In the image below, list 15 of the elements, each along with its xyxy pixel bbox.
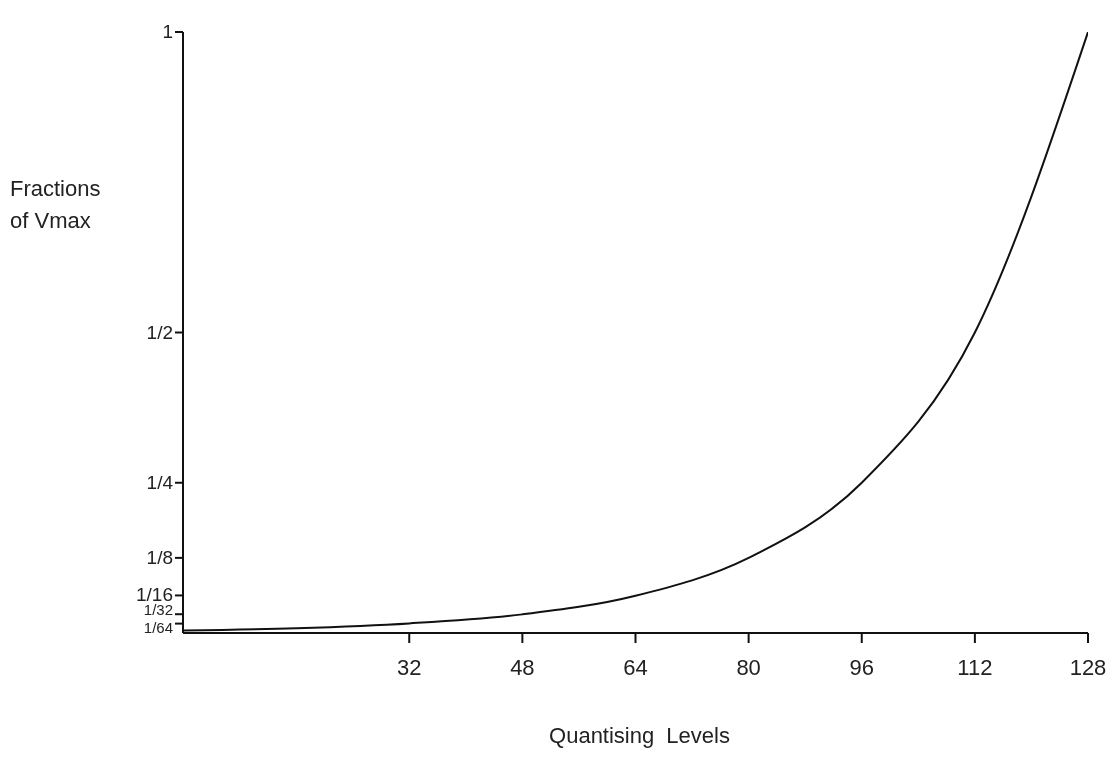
x-axis-title: Quantising Levels <box>548 723 731 749</box>
y-tick-label: 1/4 <box>146 471 174 493</box>
x-tick-label: 128 <box>1069 654 1107 680</box>
y-tick-label: 1/2 <box>146 321 173 343</box>
y-tick-label: 1/32 <box>143 601 173 619</box>
y-axis-title: Fractions of Vmax <box>10 175 102 235</box>
x-tick-label: 112 <box>957 654 993 680</box>
x-tick-label: 96 <box>849 654 874 680</box>
x-tick-label: 32 <box>397 654 422 680</box>
x-tick-label: 64 <box>623 654 648 680</box>
y-tick-label: 1 <box>162 21 173 42</box>
y-tick-label: 1/64 <box>143 618 173 636</box>
x-tick-label: 48 <box>510 654 535 680</box>
x-tick-label: 80 <box>736 654 761 680</box>
y-tick-label: 1/8 <box>146 546 173 568</box>
